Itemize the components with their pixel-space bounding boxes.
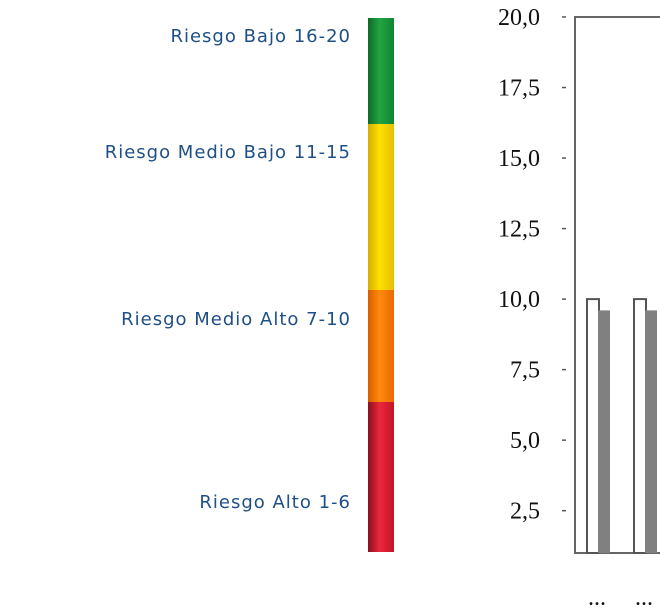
legend-label-riesgo-medio-bajo: Riesgo Medio Bajo 11-15 (104, 142, 351, 163)
bar-outline (586, 298, 600, 554)
bar-filled (598, 310, 610, 553)
risk-band-green (368, 18, 394, 124)
x-tick-label: ... (635, 585, 653, 611)
y-tick-label: 17,5 (498, 76, 540, 102)
y-tick-label: 10,0 (498, 287, 540, 313)
y-tick-label: 2,5 (510, 499, 540, 525)
y-tick-label: 12,5 (498, 217, 540, 243)
bar-outline (633, 298, 647, 554)
risk-band-red (368, 402, 394, 552)
legend-label-riesgo-medio-alto: Riesgo Medio Alto 7-10 (121, 309, 351, 330)
y-tick-label: 5,0 (510, 428, 540, 454)
y-tick-label: 20,0 (498, 5, 540, 31)
legend-label-riesgo-alto: Riesgo Alto 1-6 (199, 492, 351, 513)
y-tick-label: 15,0 (498, 146, 540, 172)
bar-filled (645, 310, 657, 553)
y-tick-label: 7,5 (510, 358, 540, 384)
legend-label-riesgo-bajo: Riesgo Bajo 16-20 (170, 26, 351, 47)
risk-band-yellow (368, 124, 394, 290)
bar-chart: 20,0 17,5 15,0 12,5 10,0 7,5 5,0 2,5...... (498, 5, 660, 611)
x-tick-label: ... (588, 585, 606, 611)
risk-band-orange (368, 290, 394, 402)
